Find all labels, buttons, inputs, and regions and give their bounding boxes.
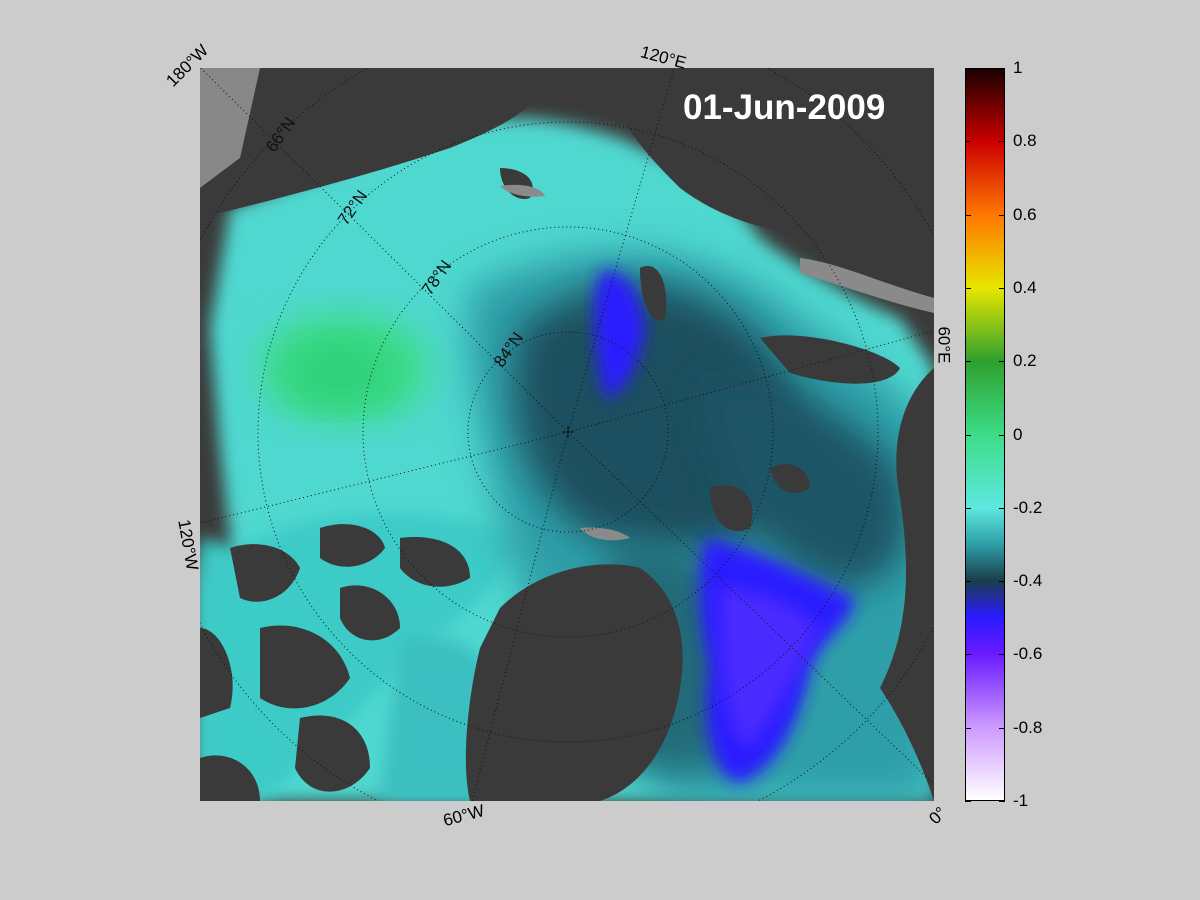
colorbar-tick-mark [999,727,1005,729]
colorbar-tick-mark [965,214,971,216]
colorbar-tick-label: 0.6 [1013,204,1037,224]
lon-label-60w: 60°W [441,800,487,831]
colorbar-tick-mark [965,68,971,69]
colorbar [965,68,1005,801]
lon-label-120w: 120°W [174,518,202,572]
colorbar-tick-mark [999,581,1005,583]
colorbar-tick-label: -0.8 [1013,717,1043,737]
date-label: 01-Jun-2009 [683,88,886,127]
land-masses [200,68,934,801]
graticule [200,68,934,801]
colorbar-tick-mark [999,801,1005,802]
colorbar-tick-mark [999,214,1005,216]
colorbar-tick-mark [965,287,971,289]
colorbar-tick-label: -1 [1013,791,1029,810]
colorbar-tick-mark [965,434,971,436]
map-svg [200,68,934,801]
colorbar-tick-mark [999,361,1005,363]
lon-label-60e: 60°E [934,326,954,364]
colorbar-tick-mark [999,654,1005,656]
colorbar-tick-mark [965,727,971,729]
colorbar-tick-mark [999,507,1005,509]
lon-label-0: 0° [925,803,951,829]
colorbar-tick-mark [965,654,971,656]
colorbar-tick-mark [999,141,1005,143]
colorbar-tick-mark [965,361,971,363]
colorbar-tick-mark [965,141,971,143]
colorbar-tick-label: -0.6 [1013,644,1043,664]
colorbar-tick-mark [999,434,1005,436]
colorbar-tick-label: 0.8 [1013,131,1037,151]
colorbar-tick-label: 0.4 [1013,277,1037,297]
colorbar-tick-mark [965,801,971,802]
colorbar-tick-mark [965,507,971,509]
colorbar-tick-mark [999,68,1005,69]
colorbar-tick-label: -0.4 [1013,571,1043,591]
arctic-map [200,68,934,801]
colorbar-tick-label: 0.2 [1013,351,1037,371]
coastal-shelf [500,184,934,541]
colorbar-tick-label: 1 [1013,58,1023,77]
colorbar-tick-mark [965,581,971,583]
north-pole-marker [562,426,574,438]
colorbar-tick-mark [999,287,1005,289]
colorbar-tick-label: 0 [1013,424,1023,444]
colorbar-tick-label: -0.2 [1013,497,1043,517]
